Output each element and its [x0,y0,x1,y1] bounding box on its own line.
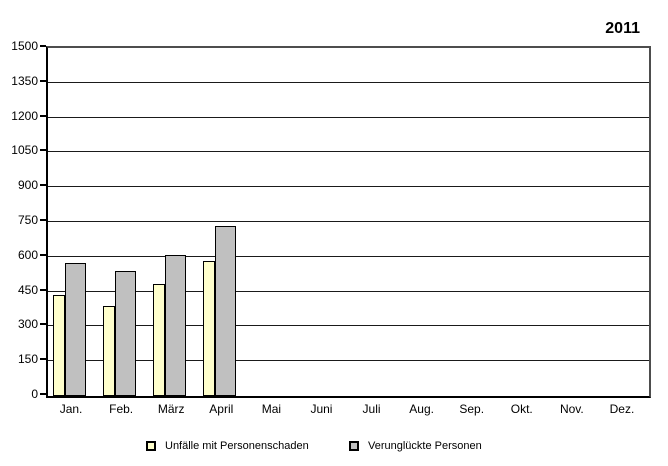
gridline [48,221,649,222]
gridline [48,290,649,292]
y-tick-label: 1200 [11,108,38,123]
legend-item-unfaelle: Unfälle mit Personenschaden [146,439,309,453]
y-axis-tick [40,219,46,221]
x-tick-label: Dez. [609,402,635,416]
legend-label-unfaelle: Unfälle mit Personenschaden [165,440,309,452]
y-tick-label: 1350 [11,73,38,88]
gridline [48,325,649,327]
y-axis-tick [40,253,46,256]
gridline [48,116,649,118]
bar-unfaelle-märz [153,283,166,396]
legend-item-verunglueckte: Verunglückte Personen [349,439,482,453]
bar-unfaelle-feb [103,305,116,396]
bar-unfaelle-april [203,261,216,396]
bar-unfaelle-jan [53,295,65,396]
x-tick-label: Juni [310,402,333,416]
legend-label-verunglueckte: Verunglückte Personen [368,440,482,452]
y-axis-tick [40,288,46,291]
plot-area [46,46,651,398]
legend-swatch-verunglueckte [349,441,359,451]
chart-year-title: 2011 [605,20,640,37]
y-tick-label: 0 [31,387,38,401]
x-tick-label: März [157,402,185,416]
y-tick-label: 1500 [11,39,38,53]
y-axis-tick [40,184,46,187]
x-tick-label: Juli [362,402,381,416]
y-axis-tick [40,393,46,395]
y-tick-label: 450 [17,282,38,297]
bar-verunglueckte-märz [165,254,187,396]
y-tick-label: 750 [17,213,38,227]
x-tick-label: Mai [261,402,282,416]
y-tick-label: 300 [17,317,38,332]
y-axis-tick [40,323,46,326]
legend-swatch-unfaelle [146,441,156,451]
y-tick-label: 1050 [11,143,38,158]
bar-verunglueckte-jan [65,262,86,396]
y-axis-tick [40,149,46,152]
y-axis-tick [40,79,46,82]
gridline [48,151,649,153]
y-axis-tick [40,114,46,117]
y-axis-tick [40,45,46,47]
x-tick-label: April [209,402,234,416]
y-tick-label: 600 [17,247,38,262]
x-tick-label: Okt. [510,402,533,416]
gridline [48,81,649,83]
x-tick-label: Jan. [59,402,83,416]
bar-verunglueckte-feb [115,270,137,396]
gridline [48,360,649,362]
x-tick-label: Aug. [409,402,434,416]
y-axis-tick [40,358,46,361]
y-tick-label: 150 [17,352,38,367]
bar-verunglueckte-april [215,225,237,396]
x-tick-label: Sep. [459,402,485,416]
gridline [48,186,649,188]
y-tick-label: 900 [17,178,38,193]
x-tick-label: Feb. [109,402,134,416]
gridline [48,255,649,257]
x-tick-label: Nov. [559,402,584,416]
